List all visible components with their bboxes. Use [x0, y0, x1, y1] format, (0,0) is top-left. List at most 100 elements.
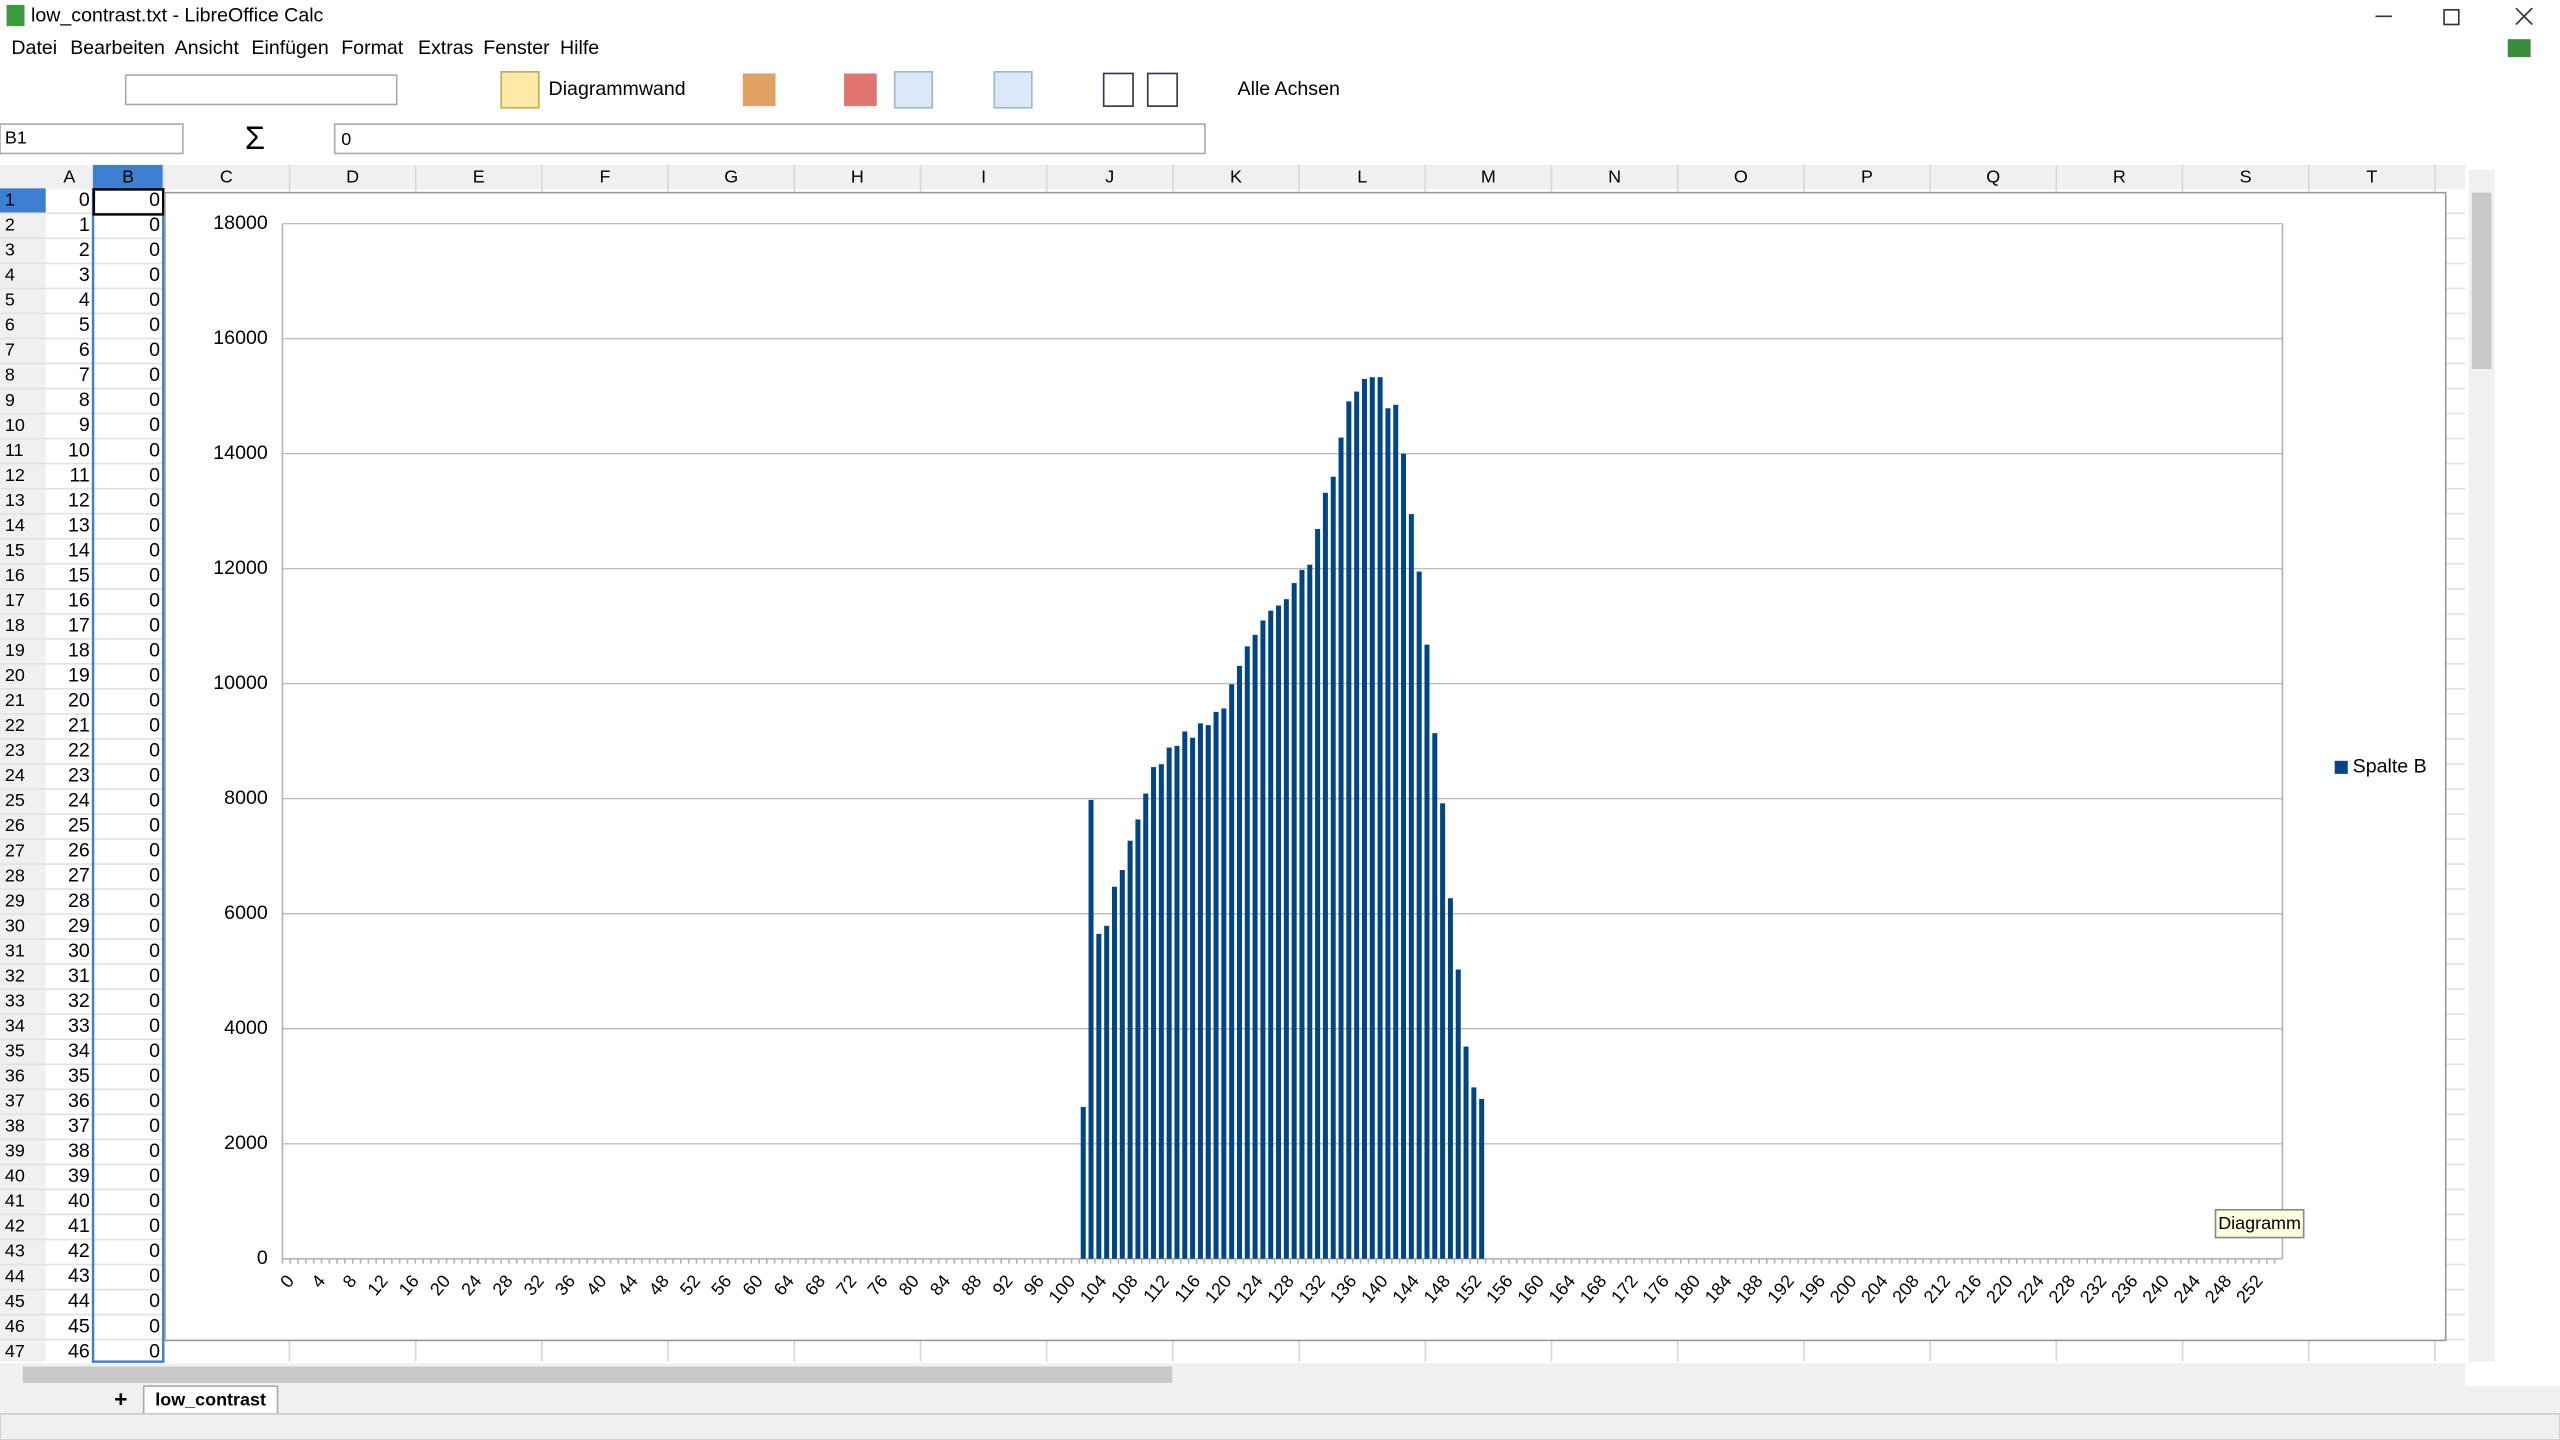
menu-item[interactable]: Einfügen: [251, 37, 328, 59]
cell-a: 15: [68, 564, 90, 586]
bar: [1205, 725, 1211, 1259]
toolbar-icon[interactable]: [844, 73, 877, 107]
cell-b: 0: [149, 614, 160, 636]
menu-item[interactable]: Ansicht: [175, 37, 240, 59]
cell-a: 20: [68, 690, 90, 712]
sum-icon[interactable]: Σ: [245, 119, 265, 156]
name-box[interactable]: [0, 123, 184, 155]
row-header: 32: [5, 965, 25, 985]
row-header: 37: [5, 1091, 25, 1111]
y-tick-label: 6000: [224, 902, 268, 924]
menu-item[interactable]: Bearbeiten: [70, 37, 165, 59]
all-axes-label[interactable]: Alle Achsen: [1238, 78, 1340, 100]
bar: [1424, 644, 1430, 1259]
column-header: K: [1230, 167, 1242, 187]
update-icon[interactable]: [2507, 39, 2531, 58]
legend-toggle[interactable]: [893, 71, 934, 109]
row-header: 19: [5, 640, 25, 660]
row-header: 3: [5, 240, 15, 260]
menu-item[interactable]: Hilfe: [560, 37, 599, 59]
bar: [1471, 1087, 1477, 1259]
bar: [1088, 799, 1094, 1259]
column-header: G: [724, 167, 738, 187]
row-header: 2: [5, 215, 15, 235]
active-cell: [92, 188, 165, 216]
row-header: 47: [5, 1341, 25, 1361]
column-header: C: [220, 167, 233, 187]
cell-a: 17: [68, 614, 90, 636]
restore[interactable]: [2443, 8, 2460, 26]
cell-b: 0: [149, 314, 160, 336]
row-header: 30: [5, 915, 25, 935]
y-tick-label: 12000: [213, 557, 268, 579]
horizontal-scroll-thumb[interactable]: [22, 1366, 1173, 1383]
cell-b: 0: [149, 439, 160, 461]
sheet-tab-label[interactable]: low_contrast: [155, 1390, 266, 1410]
y-tick-label: 16000: [213, 327, 268, 349]
bar: [1221, 708, 1227, 1259]
row-header: 9: [5, 390, 15, 410]
column-header: D: [346, 167, 359, 187]
window-controls[interactable]: [2375, 7, 2533, 26]
column-header: O: [1734, 167, 1748, 187]
cell-b: 0: [149, 965, 160, 987]
formula-text[interactable]: 0: [341, 129, 351, 149]
cell-b: 0: [149, 1340, 160, 1362]
bar: [1307, 564, 1313, 1259]
cell-a: 22: [68, 740, 90, 762]
grid-toggle[interactable]: [993, 71, 1033, 109]
menu-item[interactable]: Datei: [11, 37, 57, 59]
column-header: T: [2366, 167, 2377, 187]
y-tick-label: 2000: [224, 1132, 268, 1154]
toolbar-icon[interactable]: [742, 73, 776, 107]
column-header: F: [599, 167, 610, 187]
close[interactable]: [2515, 7, 2533, 26]
y-tick-label: 8000: [224, 787, 268, 809]
cell-b: 0: [149, 264, 160, 286]
bar: [1119, 870, 1125, 1259]
menu-item[interactable]: Fenster: [483, 37, 550, 59]
add-sheet[interactable]: +: [114, 1386, 127, 1412]
vertical-scroll-thumb[interactable]: [2471, 192, 2492, 369]
row-header: 7: [5, 340, 15, 360]
cell-b: 0: [149, 1115, 160, 1137]
row-header: 42: [5, 1216, 25, 1236]
cell-b: 0: [149, 514, 160, 536]
row-header: 5: [5, 290, 15, 310]
cell-a: 11: [69, 464, 89, 486]
toolbar-icon[interactable]: [1146, 72, 1178, 107]
row-header: 23: [5, 740, 25, 760]
column-header: B: [122, 167, 134, 187]
cell-a: 3: [79, 264, 90, 286]
cell-a: 38: [68, 1140, 90, 1162]
row-header: 1: [5, 190, 15, 210]
formula-input[interactable]: [333, 123, 1206, 155]
cell-b: 0: [149, 1240, 160, 1262]
bar: [1463, 1046, 1469, 1259]
bar: [1158, 764, 1164, 1259]
menu-item[interactable]: Format: [341, 37, 404, 59]
cell-a: 30: [68, 940, 90, 962]
bar: [1151, 767, 1157, 1259]
menu-item[interactable]: Extras: [418, 37, 474, 59]
name-box-text[interactable]: B1: [5, 128, 27, 148]
toolbar-icon[interactable]: [1102, 72, 1134, 107]
menu-bar: Datei Bearbeiten Ansicht Einfügen Format Extr…: [11, 37, 599, 59]
bar: [1440, 803, 1446, 1259]
chart-type-button[interactable]: [500, 71, 540, 109]
sheet-tab-bar: [0, 1386, 2560, 1414]
status-bar: [0, 1413, 2560, 1440]
chart-wall-label[interactable]: Diagrammwand: [549, 78, 686, 100]
bar: [1432, 733, 1438, 1259]
chart-frame[interactable]: [164, 191, 2447, 1342]
cell-a: 45: [68, 1315, 90, 1337]
row-header: 43: [5, 1241, 25, 1261]
row-header: 8: [5, 365, 15, 385]
cell-b: 0: [149, 840, 160, 862]
bar: [1276, 605, 1282, 1259]
bar: [1401, 453, 1407, 1259]
cell-b: 0: [149, 1190, 160, 1212]
row-header: 28: [5, 865, 25, 885]
chart-element-select[interactable]: [124, 74, 398, 106]
